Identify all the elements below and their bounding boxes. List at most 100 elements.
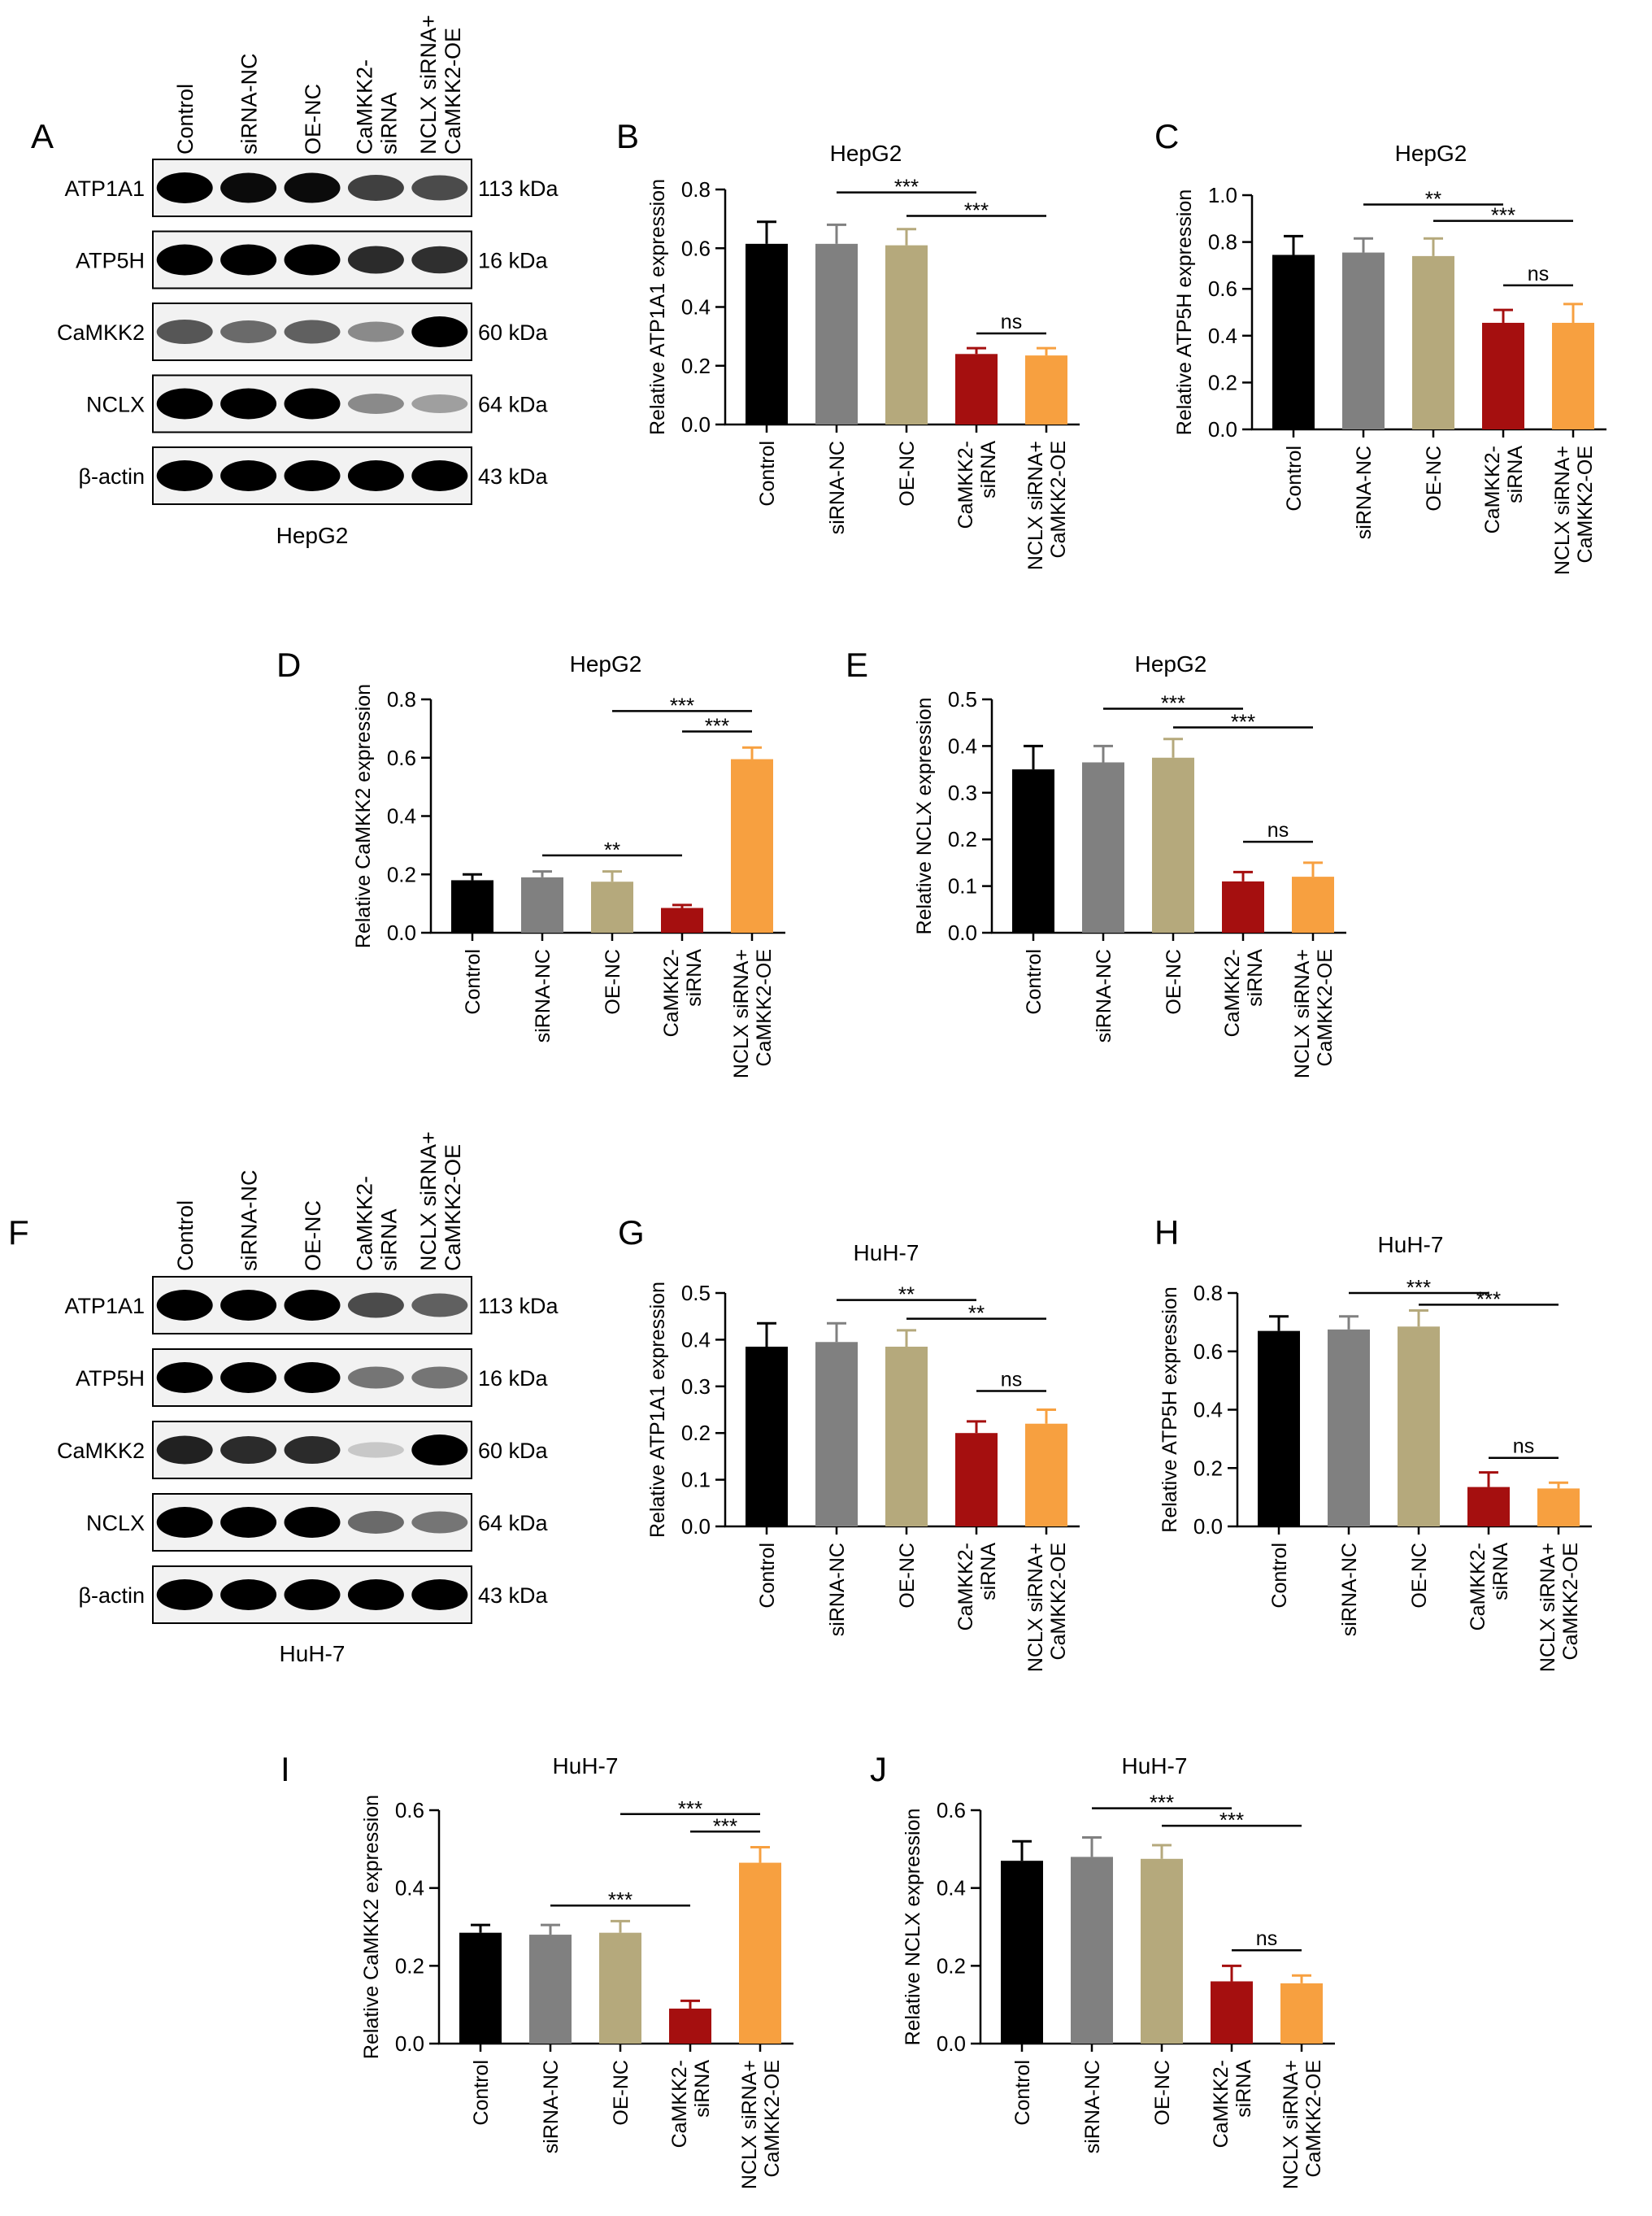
lane-label: OE-NC [301, 84, 325, 155]
bar [1280, 1983, 1323, 2044]
blot-band [220, 320, 277, 343]
protein-label: ATP1A1 [64, 1294, 145, 1318]
x-tick-label: CaMKK2- [1221, 949, 1244, 1037]
y-tick-label: 0.6 [1193, 1339, 1223, 1364]
bar [1012, 769, 1054, 933]
x-tick-label: Control [1268, 1543, 1291, 1609]
blot-band [347, 321, 404, 342]
y-tick-label: 0.4 [948, 734, 977, 758]
blot-band [411, 175, 468, 201]
y-tick-label: 0.8 [1193, 1281, 1223, 1305]
x-tick-label: NCLX siRNA+ [1537, 1543, 1559, 1672]
y-tick-label: 0.3 [681, 1374, 711, 1399]
significance-label: ns [1513, 1435, 1534, 1458]
lane-label: CaMKK2-OE [441, 1144, 465, 1271]
kda-label: 43 kDa [478, 464, 549, 489]
significance-label: *** [1476, 1286, 1501, 1311]
y-tick-label: 0.0 [681, 412, 711, 437]
bar [1071, 1857, 1113, 2044]
blot-band [411, 1366, 468, 1389]
bar-chart-J: HuH-7 0.0 0.2 0.4 0.6 Relative NCLX expressio… [902, 1753, 1335, 2189]
x-tick-label: OE-NC [896, 441, 919, 507]
y-tick-label: 0.2 [395, 1953, 424, 1978]
bar-chart-B: HepG2 0.0 0.2 0.4 0.6 0.8 Relative ATP1A1 expr… [646, 141, 1080, 570]
x-tick-label: siRNA [1489, 1543, 1512, 1600]
y-tick-label: 0.1 [681, 1468, 711, 1492]
lane-label: siRNA [376, 92, 401, 155]
protein-label: ATP5H [76, 249, 145, 273]
y-tick-label: 0.6 [1208, 276, 1237, 301]
bar [955, 354, 998, 424]
protein-label: CaMKK2 [57, 320, 145, 345]
y-tick-label: 0.4 [681, 295, 711, 320]
y-tick-label: 0.0 [395, 2031, 424, 2056]
significance-label: *** [894, 175, 919, 199]
blot-band [411, 246, 468, 274]
y-tick-label: 0.2 [681, 1421, 711, 1445]
bar [1001, 1861, 1043, 2044]
x-tick-label: OE-NC [1163, 949, 1185, 1015]
blot-band [284, 172, 341, 203]
blot-band [347, 1579, 404, 1610]
kda-label: 16 kDa [478, 249, 549, 273]
y-tick-label: 0.4 [387, 804, 416, 829]
blot-cell-line: HuH-7 [280, 1641, 346, 1666]
x-tick-label: CaMKK2- [660, 949, 683, 1037]
chart-title: HuH-7 [1378, 1232, 1444, 1257]
blot-band [220, 244, 277, 276]
x-tick-label: NCLX siRNA+ [730, 949, 753, 1078]
y-tick-label: 0.8 [681, 177, 711, 202]
x-tick-label: CaMKK2- [954, 1543, 977, 1630]
y-tick-label: 0.8 [1208, 230, 1237, 255]
kda-label: 113 kDa [478, 176, 559, 201]
y-tick-label: 0.8 [387, 687, 416, 712]
kda-label: 43 kDa [478, 1583, 549, 1608]
significance-label: ** [604, 838, 620, 862]
blot-band [156, 1435, 213, 1465]
blot-band [347, 1292, 404, 1318]
x-tick-label: CaMKK2-OE [1047, 441, 1070, 558]
bar [955, 1433, 998, 1526]
x-tick-label: NCLX siRNA+ [1024, 441, 1047, 570]
x-tick-label: siRNA [977, 441, 1000, 498]
y-tick-label: 0.0 [1193, 1514, 1223, 1539]
x-tick-label: Control [1023, 949, 1046, 1015]
x-tick-label: CaMKK2-OE [1314, 949, 1337, 1066]
y-tick-label: 0.0 [387, 921, 416, 945]
bar [815, 243, 858, 424]
significance-label: *** [1491, 203, 1515, 228]
blot-band [220, 1436, 277, 1464]
blot-band [347, 1366, 404, 1389]
blot-band [220, 1362, 277, 1393]
x-tick-label: CaMKK2-OE [1574, 446, 1597, 563]
bar [1025, 355, 1067, 424]
bar [1467, 1487, 1510, 1526]
blot-band [220, 388, 277, 420]
y-tick-label: 0.2 [387, 862, 416, 886]
bar [661, 908, 703, 933]
chart-title: HuH-7 [553, 1753, 619, 1778]
bar-chart-D: HepG2 0.0 0.2 0.4 0.6 0.8 Relative CaMKK2 expr… [352, 651, 785, 1078]
significance-label: *** [1231, 709, 1255, 734]
x-tick-label: CaMKK2-OE [1559, 1543, 1582, 1660]
x-tick-label: OE-NC [1408, 1543, 1431, 1609]
lane-label: NCLX siRNA+ [416, 1131, 441, 1271]
significance-label: ns [1267, 819, 1289, 842]
significance-label: *** [1406, 1275, 1431, 1300]
panel-letter: E [846, 646, 868, 684]
x-tick-label: siRNA-NC [826, 1543, 849, 1636]
kda-label: 113 kDa [478, 1294, 559, 1318]
y-tick-label: 0.5 [948, 687, 977, 712]
x-tick-label: CaMKK2- [668, 2060, 691, 2148]
panel-letter: J [870, 1750, 887, 1788]
protein-label: ATP5H [76, 1366, 145, 1391]
blot-band [411, 1511, 468, 1534]
bar [1398, 1326, 1440, 1526]
significance-label: ns [1256, 1927, 1277, 1950]
western-blot-A: Control siRNA-NC OE-NC CaMKK2- siRNA NCLX siR… [57, 15, 559, 548]
y-tick-label: 0.4 [1193, 1398, 1223, 1422]
blot-band [284, 460, 341, 491]
blot-band [347, 175, 404, 201]
blot-band [347, 1442, 404, 1458]
